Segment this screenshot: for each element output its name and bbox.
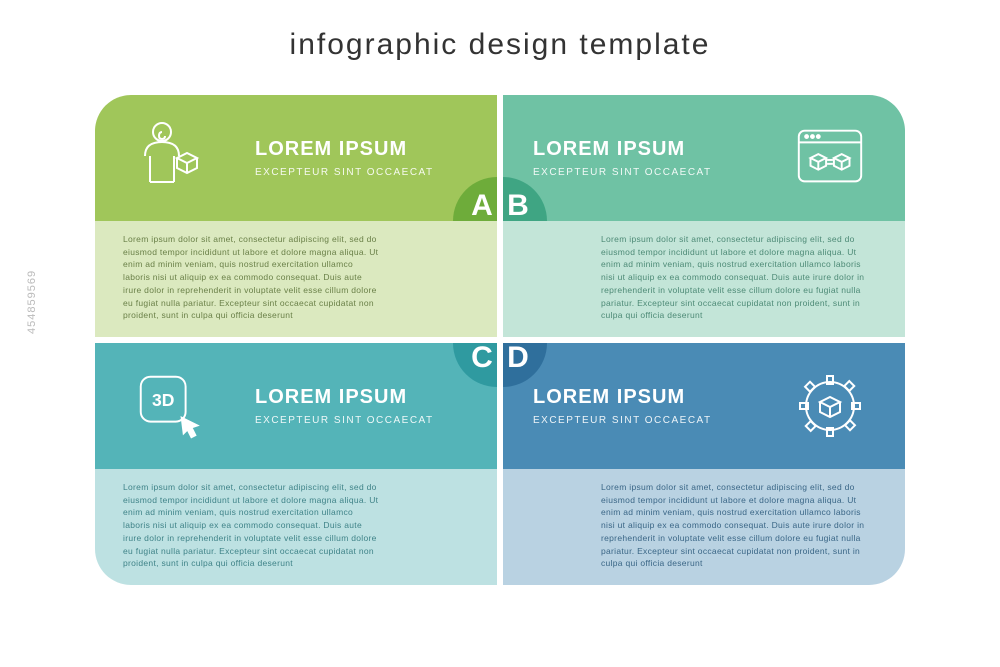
card-b: LOREM IPSUM EXCEPTEUR SINT OCCAECAT B Lo… [503, 95, 905, 337]
gear-cube-icon [785, 361, 875, 451]
card-a-title: LOREM IPSUM [255, 138, 434, 161]
card-b-title: LOREM IPSUM [533, 138, 712, 161]
card-a-body-band: Lorem ipsum dolor sit amet, consectetur … [95, 221, 497, 337]
page-title: infographic design template [290, 28, 711, 62]
card-d-subtitle: EXCEPTEUR SINT OCCAECAT [533, 415, 712, 426]
card-d-letter-badge: D [503, 343, 547, 387]
card-d-body-band: Lorem ipsum dolor sit amet, consectetur … [503, 469, 905, 585]
card-c: 3D LOREM IPSUM EXCEPTEUR SINT OCCAECAT C… [95, 343, 497, 585]
card-b-color-band: LOREM IPSUM EXCEPTEUR SINT OCCAECAT B [503, 95, 905, 221]
browser-cubes-icon [785, 113, 875, 203]
card-c-body: Lorem ipsum dolor sit amet, consectetur … [123, 481, 469, 570]
card-d: LOREM IPSUM EXCEPTEUR SINT OCCAECAT [503, 343, 905, 585]
watermark-id: 454859569 [26, 269, 38, 333]
card-a-color-band: LOREM IPSUM EXCEPTEUR SINT OCCAECAT A [95, 95, 497, 221]
card-a-subtitle: EXCEPTEUR SINT OCCAECAT [255, 167, 434, 178]
card-b-subtitle: EXCEPTEUR SINT OCCAECAT [533, 167, 712, 178]
card-a: LOREM IPSUM EXCEPTEUR SINT OCCAECAT A Lo… [95, 95, 497, 337]
card-c-color-band: 3D LOREM IPSUM EXCEPTEUR SINT OCCAECAT C [95, 343, 497, 469]
card-c-letter-badge: C [453, 343, 497, 387]
3d-cursor-icon: 3D [125, 361, 215, 451]
svg-text:3D: 3D [152, 390, 174, 410]
infographic-grid: LOREM IPSUM EXCEPTEUR SINT OCCAECAT A Lo… [95, 95, 905, 585]
card-c-subtitle: EXCEPTEUR SINT OCCAECAT [255, 415, 434, 426]
card-c-title: LOREM IPSUM [255, 386, 434, 409]
person-box-icon [125, 113, 215, 203]
card-b-body-band: Lorem ipsum dolor sit amet, consectetur … [503, 221, 905, 337]
card-d-body: Lorem ipsum dolor sit amet, consectetur … [531, 481, 877, 570]
card-c-body-band: Lorem ipsum dolor sit amet, consectetur … [95, 469, 497, 585]
card-b-body: Lorem ipsum dolor sit amet, consectetur … [531, 233, 877, 322]
card-d-color-band: LOREM IPSUM EXCEPTEUR SINT OCCAECAT [503, 343, 905, 469]
card-a-body: Lorem ipsum dolor sit amet, consectetur … [123, 233, 469, 322]
card-d-title: LOREM IPSUM [533, 386, 712, 409]
